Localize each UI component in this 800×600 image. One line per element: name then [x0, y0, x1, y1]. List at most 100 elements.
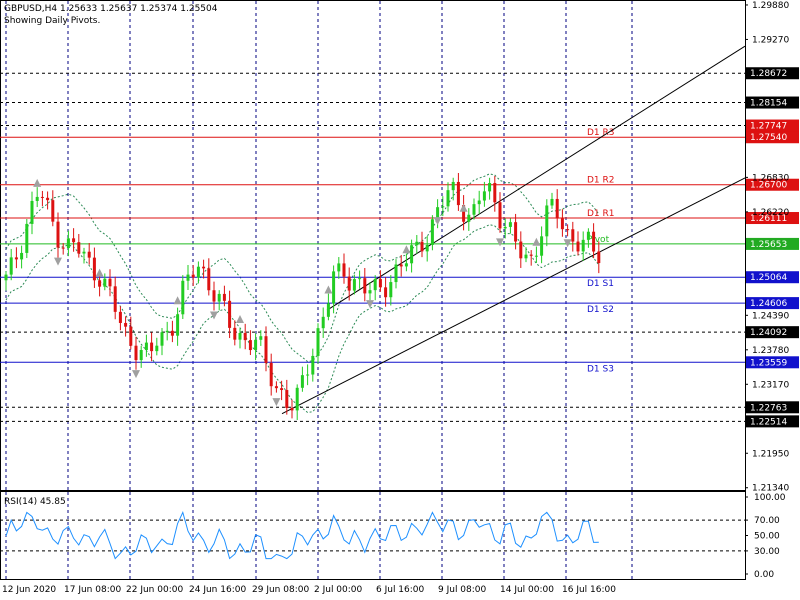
- candle-body: [150, 342, 154, 352]
- x-tick-label: 14 Jul 00:00: [500, 585, 554, 595]
- candle-body: [451, 181, 455, 191]
- pivot-price-box: [746, 271, 799, 284]
- pivots-subtitle: Showing Daily Pivots.: [4, 16, 100, 26]
- fractal-down-marker: [563, 239, 572, 248]
- y-tick-label: 1.29270: [752, 35, 789, 45]
- candle-body: [290, 408, 294, 411]
- fractal-down-marker: [433, 217, 442, 226]
- level-price-box: [746, 119, 799, 132]
- candle-body: [347, 276, 351, 291]
- pivot-price-label: 1.23559: [750, 358, 787, 368]
- candle-body: [191, 274, 195, 278]
- pivot-name: D1 R2: [587, 176, 615, 186]
- candle-body: [566, 229, 570, 231]
- candle-body: [144, 342, 148, 351]
- candle-body: [228, 300, 232, 328]
- candle-body: [472, 204, 476, 215]
- candle-body: [467, 214, 471, 222]
- candle-body: [212, 290, 216, 302]
- candle-body: [56, 221, 60, 248]
- y-tick-label: 1.21340: [752, 484, 789, 494]
- candle-body: [248, 340, 252, 351]
- candle-body: [545, 205, 549, 237]
- candle-body: [378, 278, 382, 288]
- candle-body: [222, 293, 226, 301]
- candle-body: [597, 251, 601, 264]
- rsi-label: RSI(14) 45.85: [4, 497, 66, 507]
- candle-body: [514, 222, 518, 242]
- candle-body: [259, 336, 263, 340]
- level-price-box: [746, 67, 799, 80]
- candle-body: [124, 322, 128, 327]
- fractal-up-marker: [33, 178, 42, 187]
- candle-body: [586, 231, 590, 240]
- candle-body: [233, 327, 237, 340]
- candle-body: [61, 247, 65, 249]
- level-price-label: 1.28154: [750, 99, 787, 109]
- level-price-box: [746, 401, 799, 414]
- x-tick-label: 22 Jun 00:00: [126, 585, 183, 595]
- candle-body: [441, 206, 445, 208]
- candle-body: [373, 278, 377, 291]
- x-tick-label: 12 Jun 2020: [2, 585, 56, 595]
- candle-body: [399, 264, 403, 267]
- candle-body: [66, 238, 70, 249]
- candle-body: [384, 287, 388, 298]
- pivot-price-label: 1.26111: [750, 214, 787, 224]
- main-panel-frame: [0, 0, 746, 491]
- pivot-price-box: [746, 237, 799, 250]
- candle-body: [285, 390, 289, 409]
- candle-body: [207, 268, 211, 291]
- candle-body: [389, 282, 393, 298]
- candle-body: [488, 182, 492, 192]
- candle-body: [134, 345, 138, 361]
- candle-body: [238, 332, 242, 340]
- candle-body: [98, 280, 102, 287]
- candle-body: [477, 200, 481, 205]
- level-price-box: [746, 415, 799, 428]
- x-tick-label: 9 Jul 08:00: [438, 585, 487, 595]
- level-price-box: [746, 326, 799, 339]
- pivot-price-box: [746, 356, 799, 369]
- fractal-down-marker: [54, 257, 62, 266]
- candle-body: [311, 355, 315, 375]
- pivot-price-label: 1.25653: [750, 240, 787, 250]
- candle-body: [103, 278, 107, 287]
- candle-body: [82, 251, 86, 254]
- candle-body: [35, 196, 39, 201]
- candle-body: [592, 231, 596, 252]
- symbol-header: GBPUSD,H4 1.25633 1.25637 1.25374 1.2550…: [4, 4, 218, 14]
- pivot-name: D1 S2: [587, 305, 614, 315]
- candle-body: [118, 311, 122, 323]
- fractal-up-marker: [236, 314, 244, 323]
- candle-body: [571, 229, 575, 242]
- y-tick-label: 1.26830: [752, 173, 789, 183]
- rsi-line: [5, 510, 599, 560]
- candle-body: [425, 244, 429, 252]
- candle-body: [581, 239, 585, 252]
- candle-body: [462, 205, 466, 222]
- fractal-up-marker: [324, 285, 333, 294]
- candle-body: [87, 251, 91, 258]
- candle-body: [113, 286, 117, 312]
- rsi-tick-label: 70.00: [754, 516, 780, 526]
- candle-body: [368, 290, 372, 294]
- candle-body: [446, 190, 450, 207]
- pivot-name: Pivot: [587, 235, 610, 245]
- x-tick-label: 6 Jul 16:00: [376, 585, 425, 595]
- candle-body: [46, 197, 50, 201]
- x-tick-label: 24 Jun 16:00: [189, 585, 246, 595]
- fractal-markers: [33, 178, 572, 407]
- fractal-up-marker: [532, 237, 541, 246]
- candle-body: [280, 388, 284, 391]
- pivot-price-box: [746, 131, 799, 144]
- candle-body: [254, 339, 258, 351]
- candle-body: [155, 345, 159, 352]
- candle-body: [217, 293, 221, 302]
- pivot-name: D1 R3: [587, 128, 615, 138]
- candle-body: [51, 200, 55, 222]
- candle-body: [160, 332, 164, 346]
- candle-body: [524, 254, 528, 259]
- candle-body: [337, 263, 341, 272]
